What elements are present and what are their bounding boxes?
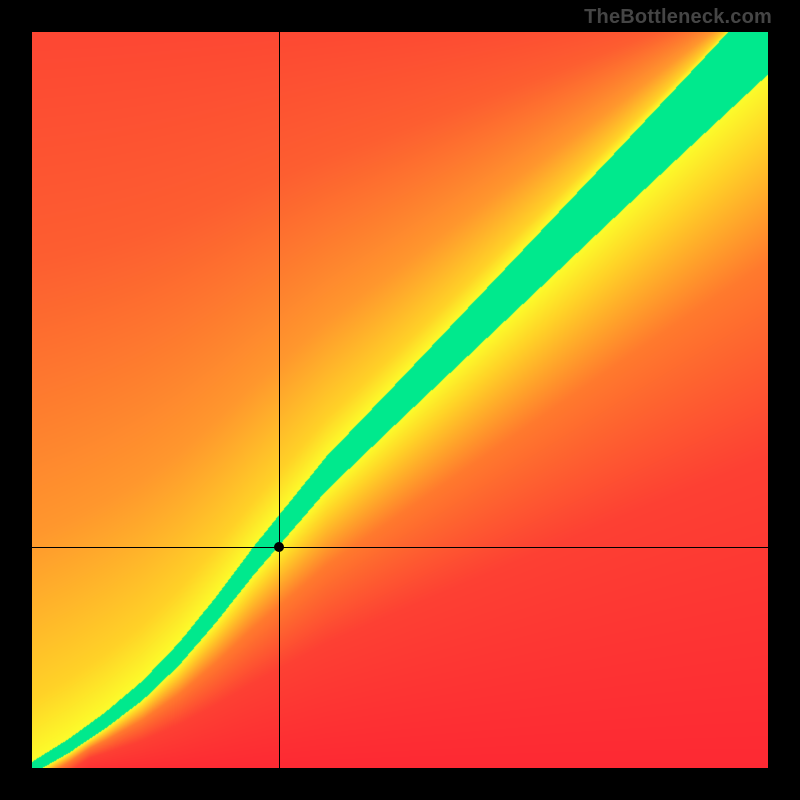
crosshair-marker [274, 542, 284, 552]
crosshair-horizontal [32, 547, 768, 548]
heatmap-canvas [32, 32, 768, 768]
crosshair-vertical [279, 32, 280, 768]
plot-area [32, 32, 768, 768]
watermark-text: TheBottleneck.com [584, 6, 772, 29]
